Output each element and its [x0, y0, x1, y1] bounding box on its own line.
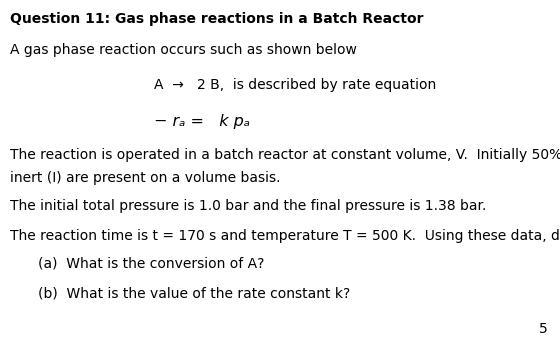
Text: (a)  What is the conversion of A?: (a) What is the conversion of A?	[38, 257, 264, 271]
Text: The reaction time is t = 170 s and temperature T = 500 K.  Using these data, det: The reaction time is t = 170 s and tempe…	[10, 229, 560, 243]
Text: A  →   2 B,  is described by rate equation: A → 2 B, is described by rate equation	[154, 78, 436, 92]
Text: A gas phase reaction occurs such as shown below: A gas phase reaction occurs such as show…	[10, 43, 357, 57]
Text: Question 11: Gas phase reactions in a Batch Reactor: Question 11: Gas phase reactions in a Ba…	[10, 12, 423, 26]
Text: inert (I) are present on a volume basis.: inert (I) are present on a volume basis.	[10, 171, 281, 185]
Text: (b)  What is the value of the rate constant k?: (b) What is the value of the rate consta…	[38, 287, 351, 301]
Text: The reaction is operated in a batch reactor at constant volume, V.  Initially 50: The reaction is operated in a batch reac…	[10, 148, 560, 162]
Text: − rₐ =   k pₐ: − rₐ = k pₐ	[154, 114, 250, 128]
Text: 5: 5	[539, 322, 548, 336]
Text: The initial total pressure is 1.0 bar and the final pressure is 1.38 bar.: The initial total pressure is 1.0 bar an…	[10, 199, 487, 213]
